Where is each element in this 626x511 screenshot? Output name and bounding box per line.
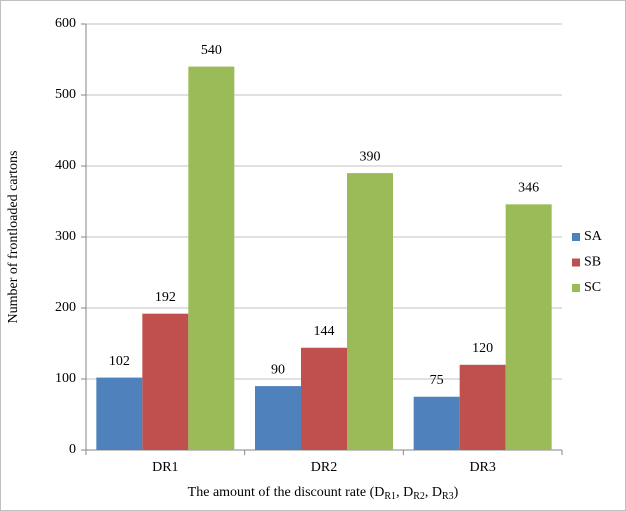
legend-swatch [572,233,580,241]
x-tick-label: DR1 [152,460,178,475]
data-label: 75 [430,373,444,388]
y-tick-label: 600 [55,16,76,31]
data-label: 120 [472,341,493,356]
y-axis-label: Number of frontloaded cartons [6,151,21,324]
bar [347,173,393,450]
bar [413,396,460,450]
data-label: 102 [109,354,130,369]
legend-label: SC [584,280,601,295]
y-tick-label: 100 [55,371,76,386]
bar [301,347,347,450]
data-label: 90 [271,362,285,377]
x-label-subscript: R2 [413,491,425,502]
x-tick-label: DR3 [469,460,495,475]
data-label: 144 [314,324,335,339]
data-label: 192 [155,290,176,305]
y-tick-label: 0 [69,442,76,457]
legend-swatch [572,284,580,292]
y-tick-label: 200 [55,300,76,315]
x-tick-label: DR2 [311,460,337,475]
x-label-part: , D [425,485,442,500]
y-tick-label: 500 [55,87,76,102]
bar [505,204,552,450]
y-tick-label: 400 [55,158,76,173]
x-label-part: , D [396,485,413,500]
bar [96,377,143,450]
x-label-subscript: R1 [384,491,396,502]
data-label: 390 [360,149,381,164]
legend-label: SB [584,255,601,270]
x-axis-label: The amount of the discount rate (DR1, DR… [188,485,459,502]
bar [255,386,301,450]
bar [188,66,235,450]
y-tick-label: 300 [55,229,76,244]
data-label: 540 [201,43,222,58]
legend-label: SA [584,229,603,244]
bar [459,364,506,450]
x-label-part: The amount of the discount rate (D [188,485,385,500]
x-label-subscript: R3 [442,491,454,502]
bar [142,313,189,450]
legend-swatch [572,258,580,267]
x-label-part: ) [454,485,459,500]
data-label: 346 [518,181,539,196]
